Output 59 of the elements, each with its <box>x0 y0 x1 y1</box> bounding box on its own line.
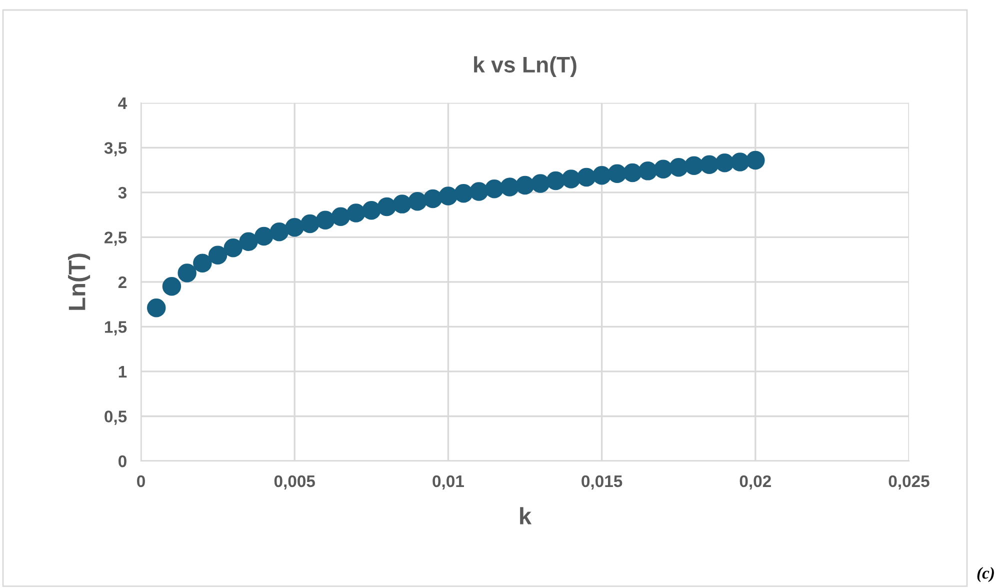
point <box>408 192 427 211</box>
point <box>423 189 442 208</box>
point <box>331 207 350 226</box>
point <box>162 277 182 296</box>
point <box>178 264 196 282</box>
point <box>362 200 381 220</box>
point <box>669 158 688 177</box>
y-tick-label: 4 <box>118 97 128 109</box>
text: (c) <box>977 567 994 582</box>
point <box>346 204 366 222</box>
point <box>454 184 473 203</box>
point <box>285 218 304 237</box>
point <box>270 222 289 242</box>
point <box>500 178 520 196</box>
point <box>654 160 673 179</box>
point <box>623 163 642 182</box>
point <box>484 179 504 198</box>
y-tick-label: 2,5 <box>104 232 127 246</box>
x-tick-label: 0,02 <box>740 475 771 490</box>
y-tick-label: 3,5 <box>104 142 127 156</box>
point <box>316 210 335 230</box>
point <box>684 156 704 175</box>
point <box>193 254 212 273</box>
x-tick-label: 0,015 <box>582 475 622 490</box>
x-tick-label: 0 <box>137 475 145 488</box>
point <box>146 298 166 318</box>
point <box>254 226 274 246</box>
point <box>300 214 320 234</box>
point <box>239 232 258 252</box>
point <box>715 154 734 172</box>
y-axis-title: Ln(T) <box>68 254 90 310</box>
point <box>700 155 719 174</box>
x-tick-label: 0,025 <box>888 475 930 490</box>
x-axis-title: k <box>520 507 532 524</box>
point <box>470 182 488 201</box>
y-tick-label: 3 <box>118 186 127 199</box>
point <box>377 197 396 216</box>
point <box>392 194 412 214</box>
y-tick-label: 0,5 <box>104 410 127 425</box>
chart-title: k vs Ln(T) <box>474 56 576 77</box>
point <box>224 238 243 258</box>
x-tick-label: 0,01 <box>432 475 464 490</box>
y-tick-label: 2 <box>118 276 126 288</box>
y-tick-label: 0 <box>118 455 126 468</box>
point <box>438 186 458 206</box>
point <box>608 164 627 183</box>
point <box>730 152 750 172</box>
point <box>638 162 658 180</box>
point <box>562 170 580 188</box>
x-tick-label: 0,005 <box>274 475 315 490</box>
point <box>546 171 566 190</box>
point <box>208 246 228 264</box>
point <box>746 150 765 170</box>
point <box>577 168 596 187</box>
point <box>530 174 550 193</box>
point <box>592 166 612 185</box>
y-tick-label: 1,5 <box>104 321 127 336</box>
point <box>516 176 534 195</box>
y-tick-label: 1 <box>118 366 127 378</box>
